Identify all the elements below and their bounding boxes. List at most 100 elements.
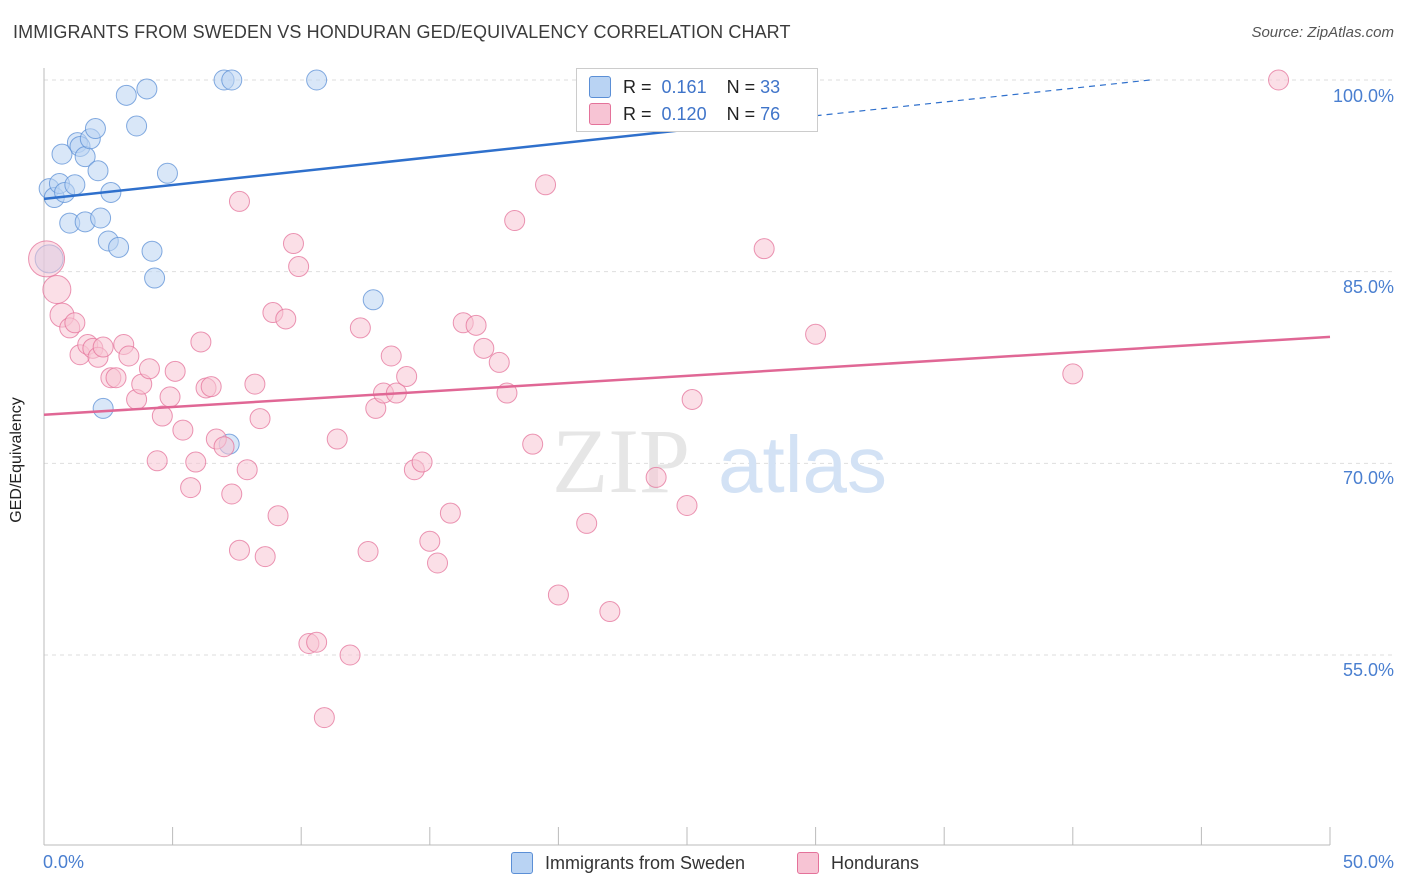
x-tick-label-50: 50.0% [1342, 852, 1394, 872]
legend-r-value: 0.120 [661, 103, 707, 124]
sweden-point [92, 397, 114, 419]
y-tick-label-85: 85.0% [1342, 277, 1394, 297]
honduras-point [465, 314, 487, 336]
honduras-point [547, 584, 569, 606]
honduras-point [306, 631, 328, 653]
honduras-point [254, 546, 276, 568]
honduras-point [146, 450, 168, 472]
series-swatch-sweden [511, 852, 533, 874]
honduras-point [439, 502, 461, 524]
chart-source: Source: ZipAtlas.com [1251, 24, 1394, 41]
sweden-point [51, 143, 73, 165]
honduras-point [159, 386, 181, 408]
honduras-point [180, 477, 202, 499]
series-legend-label: Immigrants from Sweden [545, 852, 746, 873]
honduras-point [151, 405, 173, 427]
honduras-point [357, 541, 379, 562]
y-tick-label-70: 70.0% [1342, 468, 1394, 488]
honduras-point [221, 483, 243, 505]
legend-row-sweden: R = 0.161 N = 33 [589, 75, 780, 99]
legend-r-value: 0.161 [661, 76, 707, 97]
honduras-point [380, 345, 402, 367]
honduras-point [473, 337, 495, 359]
honduras-point [1062, 363, 1084, 385]
honduras-point [504, 210, 526, 232]
honduras-trendline [43, 335, 1331, 417]
honduras-point [118, 345, 140, 367]
sweden-point [64, 174, 86, 196]
honduras-point [105, 367, 127, 389]
sweden-point [156, 162, 178, 184]
honduras-point [288, 256, 310, 278]
sweden-point [84, 118, 106, 140]
series-legend-sweden: Immigrants from Sweden [511, 852, 745, 874]
honduras-point [190, 331, 212, 353]
honduras-point [396, 365, 418, 387]
honduras-point [313, 707, 335, 729]
sweden-point [362, 289, 384, 311]
honduras-point [200, 376, 222, 398]
series-legend: Immigrants from Sweden Hondurans [0, 852, 1406, 878]
y-tick-label-100: 100.0% [1332, 86, 1394, 106]
legend-swatch-honduras [589, 103, 611, 125]
honduras-point [676, 495, 698, 516]
correlation-legend: R = 0.161 N = 33 R = 0.120 N = 76 [576, 68, 818, 132]
sweden-point [126, 115, 148, 137]
series-swatch-honduras [797, 852, 819, 874]
honduras-point [522, 433, 544, 455]
watermark-zip: ZIP [552, 410, 690, 512]
honduras-point [172, 419, 194, 441]
honduras-point [419, 530, 441, 552]
honduras-point [244, 373, 266, 395]
honduras-point [681, 388, 703, 410]
honduras-point [92, 336, 114, 358]
honduras-point [267, 505, 289, 527]
honduras-point [339, 644, 361, 666]
honduras-point [185, 451, 207, 473]
honduras-point [64, 312, 86, 334]
honduras-point [138, 358, 160, 380]
chart-title: IMMIGRANTS FROM SWEDEN VS HONDURAN GED/E… [13, 22, 791, 42]
honduras-point [28, 240, 66, 278]
honduras-point [164, 360, 186, 382]
honduras-point [228, 190, 250, 212]
honduras-point [1268, 69, 1290, 91]
legend-n-label: N = [726, 76, 756, 97]
honduras-point [275, 308, 297, 330]
sweden-point [87, 160, 109, 182]
honduras-point [805, 323, 827, 345]
sweden-point [221, 69, 243, 91]
series-legend-label: Hondurans [831, 852, 920, 873]
honduras-point [282, 233, 304, 255]
sweden-point [141, 240, 163, 262]
honduras-point [236, 459, 258, 481]
sweden-point [90, 207, 112, 229]
sweden-point [306, 69, 328, 91]
legend-n-label: N = [726, 103, 756, 124]
honduras-point [326, 428, 348, 450]
honduras-point [349, 317, 371, 339]
honduras-point [213, 436, 235, 458]
sweden-point [115, 84, 137, 106]
honduras-point [645, 466, 667, 488]
honduras-point [228, 539, 250, 561]
honduras-point [576, 512, 598, 534]
honduras-point [42, 275, 72, 305]
legend-r-label: R = [623, 76, 652, 97]
x-tick-label-0: 0.0% [43, 852, 85, 872]
honduras-point [427, 552, 449, 574]
series-legend-honduras: Hondurans [797, 852, 919, 874]
legend-row-honduras: R = 0.120 N = 76 [589, 102, 780, 126]
legend-n-value: 76 [760, 103, 781, 124]
honduras-point [249, 408, 271, 430]
sweden-point [144, 267, 166, 289]
sweden-trendline-extension [815, 79, 1151, 117]
sweden-point [108, 236, 130, 258]
legend-n-value: 33 [760, 76, 781, 97]
honduras-point [599, 601, 621, 623]
honduras-point [411, 451, 433, 473]
honduras-point [488, 351, 510, 373]
sweden-point [136, 78, 158, 100]
legend-swatch-sweden [589, 76, 611, 98]
